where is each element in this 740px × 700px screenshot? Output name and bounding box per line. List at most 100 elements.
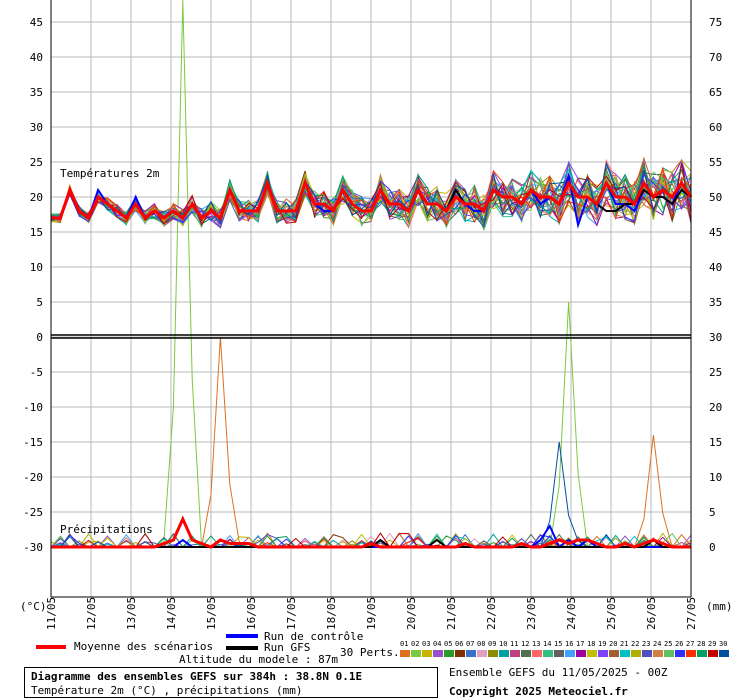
left-tick-label: 5 — [36, 296, 43, 309]
right-tick-label: 55 — [709, 156, 722, 169]
member-legend-label: 11 — [510, 640, 519, 648]
member-legend-swatch — [411, 650, 421, 657]
right-tick-label: 35 — [709, 296, 722, 309]
left-tick-label: 10 — [30, 261, 43, 274]
member-legend-label: 14 — [543, 640, 552, 648]
member-legend-swatch — [631, 650, 641, 657]
member-legend-label: 04 — [433, 640, 442, 648]
date-label: 13/05 — [125, 597, 138, 630]
date-label: 26/05 — [645, 597, 658, 630]
member-legend-swatch — [653, 650, 663, 657]
member-legend-label: 27 — [686, 640, 695, 648]
member-legend-swatch — [719, 650, 729, 657]
member-legend-swatch — [609, 650, 619, 657]
member-legend-label: 12 — [521, 640, 530, 648]
member-legend-label: 10 — [499, 640, 508, 648]
member-legend-label: 06 — [455, 640, 464, 648]
series-temperature-line — [51, 178, 693, 221]
temperature-panel-label: Températures 2m — [60, 167, 160, 180]
member-legend-label: 21 — [620, 640, 629, 648]
left-tick-label: 30 — [30, 121, 43, 134]
member-legend-label: 16 — [565, 640, 574, 648]
left-tick-label: 0 — [36, 331, 43, 344]
left-tick-label: 15 — [30, 226, 43, 239]
footer-box: Diagramme des ensembles GEFS sur 384h : … — [24, 667, 438, 698]
member-legend-label: 26 — [675, 640, 684, 648]
member-legend-label: 22 — [631, 640, 640, 648]
mean-legend-label: Moyenne des scénarios — [74, 640, 214, 653]
ensemble-run-label: Ensemble GEFS du 11/05/2025 - 00Z — [449, 666, 668, 679]
member-legend-label: 24 — [653, 640, 662, 648]
member-legend-swatch — [499, 650, 509, 657]
member-legend-swatch — [642, 650, 652, 657]
member-legend-swatch — [422, 650, 432, 657]
member-legend-swatch — [708, 650, 718, 657]
member-legend-swatch — [433, 650, 443, 657]
right-tick-label: 70 — [709, 51, 722, 64]
right-tick-label: 75 — [709, 16, 722, 29]
grid — [50, 0, 692, 597]
member-legend-label: 20 — [609, 640, 618, 648]
right-tick-label: 60 — [709, 121, 722, 134]
member-legend-label: 08 — [477, 640, 486, 648]
left-tick-label: 35 — [30, 86, 43, 99]
right-tick-label: 15 — [709, 436, 722, 449]
member-temperature-line — [50, 158, 692, 229]
date-label: 20/05 — [405, 597, 418, 630]
right-tick-label: 5 — [709, 506, 716, 519]
date-label: 15/05 — [205, 597, 218, 630]
date-label: 25/05 — [605, 597, 618, 630]
right-axis-unit: (mm) — [706, 600, 733, 613]
footer-title: Diagramme des ensembles GEFS sur 384h : … — [31, 670, 363, 683]
member-legend-swatch — [400, 650, 410, 657]
member-legend-label: 05 — [444, 640, 453, 648]
member-legend-swatch — [521, 650, 531, 657]
altitude-label: Altitude du modele : 87m — [179, 653, 338, 666]
right-tick-label: 10 — [709, 471, 722, 484]
right-tick-label: 50 — [709, 191, 722, 204]
date-label: 21/05 — [445, 597, 458, 630]
member-legend-swatch — [455, 650, 465, 657]
date-label: 23/05 — [525, 597, 538, 630]
date-label: 17/05 — [285, 597, 298, 630]
member-legend-swatch — [598, 650, 608, 657]
member-legend-swatch — [477, 650, 487, 657]
member-legend-swatch — [675, 650, 685, 657]
member-legend-swatch — [686, 650, 696, 657]
date-label: 14/05 — [165, 597, 178, 630]
right-tick-label: 30 — [709, 331, 722, 344]
member-legend-label: 28 — [697, 640, 706, 648]
member-legend-swatch — [664, 650, 674, 657]
right-tick-label: 65 — [709, 86, 722, 99]
member-legend-label: 25 — [664, 640, 673, 648]
date-label: 22/05 — [485, 597, 498, 630]
date-label: 27/05 — [685, 597, 698, 630]
left-tick-label: -15 — [23, 436, 43, 449]
member-legend-swatch — [554, 650, 564, 657]
series-precip-line — [51, 515, 691, 549]
date-label: 19/05 — [365, 597, 378, 630]
member-legend-label: 17 — [576, 640, 585, 648]
footer-subtitle: Température 2m (°C) , précipitations (mm… — [31, 684, 303, 697]
member-legend-label: 01 — [400, 640, 409, 648]
members-label: 30 Perts. — [340, 646, 400, 659]
control-legend-swatch — [226, 634, 258, 638]
member-legend-label: 07 — [466, 640, 475, 648]
member-legend-swatch — [510, 650, 520, 657]
member-legend-swatch — [697, 650, 707, 657]
member-legend-label: 18 — [587, 640, 596, 648]
left-tick-label: -30 — [23, 541, 43, 554]
right-tick-label: 25 — [709, 366, 722, 379]
member-legend-swatch — [620, 650, 630, 657]
member-legend-label: 03 — [422, 640, 431, 648]
left-tick-label: 20 — [30, 191, 43, 204]
member-legend-swatch — [488, 650, 498, 657]
member-legend-label: 23 — [642, 640, 651, 648]
gfs-legend-label: Run GFS — [264, 641, 311, 654]
member-legend-swatch — [565, 650, 575, 657]
main-series — [51, 172, 693, 549]
member-legend-label: 15 — [554, 640, 563, 648]
member-legend-swatch — [576, 650, 586, 657]
